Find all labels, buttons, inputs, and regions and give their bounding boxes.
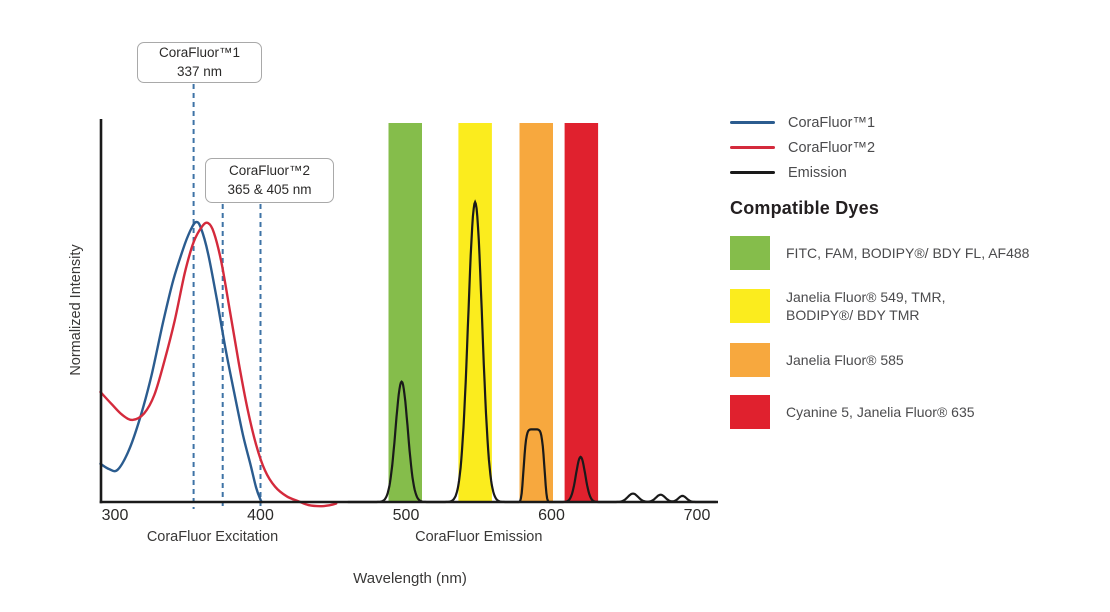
dye-label-green: FITC, FAM, BODIPY®/ BDY FL, AF488 <box>786 244 1030 261</box>
orange-swatch <box>730 342 770 377</box>
excitation-curve <box>99 220 264 504</box>
axes <box>99 119 718 504</box>
dye-item-yellow: Janelia Fluor® 549, TMR, BODIPY®/ BDY TM… <box>730 288 1098 325</box>
x-tick-300: 300 <box>102 507 129 524</box>
legend-label-emission: Emission <box>788 164 847 181</box>
x-tick-400: 400 <box>247 507 274 524</box>
red-line-swatch <box>730 146 775 149</box>
legend-label-corafluor2: CoraFluor™2 <box>788 139 876 156</box>
excitation-curve <box>99 221 338 508</box>
dye-item-orange: Janelia Fluor® 585 <box>730 342 1098 377</box>
blue-line-swatch <box>730 121 775 124</box>
axis-section-label: CoraFluor Excitation <box>147 529 278 545</box>
annotation-title: CoraFluor™2 <box>228 162 311 178</box>
yellow-filter-band <box>458 123 492 502</box>
dye-label-orange: Janelia Fluor® 585 <box>786 351 904 368</box>
legend-panel: CoraFluor™1 CoraFluor™2 Emission Compati… <box>730 110 1098 447</box>
dye-item-green: FITC, FAM, BODIPY®/ BDY FL, AF488 <box>730 236 1098 270</box>
x-axis-title: Wavelength (nm) <box>353 570 467 587</box>
dye-label-red: Cyanine 5, Janelia Fluor® 635 <box>786 403 975 420</box>
annotation-value: 337 nm <box>176 63 223 79</box>
x-tick-700: 700 <box>684 507 711 524</box>
x-tick-600: 600 <box>538 507 565 524</box>
black-line-swatch <box>730 171 775 174</box>
legend-item-corafluor2: CoraFluor™2 <box>730 135 1098 160</box>
legend-item-emission: Emission <box>730 160 1098 185</box>
emission-curve <box>347 199 716 504</box>
x-axis-tick-labels: 300 400 500 600 700 <box>102 507 711 524</box>
yellow-swatch <box>730 289 770 324</box>
red-swatch <box>730 394 770 429</box>
dye-label-yellow: Janelia Fluor® 549, TMR, BODIPY®/ BDY TM… <box>786 289 946 324</box>
annotation-title: CoraFluor™1 <box>158 44 241 60</box>
y-axis-title: Normalized Intensity <box>68 244 84 376</box>
emission-filter-bands <box>388 123 599 502</box>
compatible-dyes-heading: Compatible Dyes <box>730 198 880 218</box>
axis-section-labels: CoraFluor Excitation CoraFluor Emission <box>147 529 543 545</box>
x-tick-500: 500 <box>393 507 420 524</box>
annotation-corafluor1: CoraFluor™1 337 nm <box>137 42 262 83</box>
legend-label-corafluor1: CoraFluor™1 <box>788 114 876 131</box>
compatible-dyes-list: FITC, FAM, BODIPY®/ BDY FL, AF488 Janeli… <box>730 236 1098 429</box>
red-filter-band <box>564 123 599 502</box>
dye-item-red: Cyanine 5, Janelia Fluor® 635 <box>730 394 1098 429</box>
annotation-corafluor2: CoraFluor™2 365 & 405 nm <box>205 158 334 203</box>
axis-section-label: CoraFluor Emission <box>415 529 542 545</box>
legend-item-corafluor1: CoraFluor™1 <box>730 110 1098 135</box>
annotation-value: 365 & 405 nm <box>227 181 312 197</box>
green-swatch <box>730 236 770 270</box>
